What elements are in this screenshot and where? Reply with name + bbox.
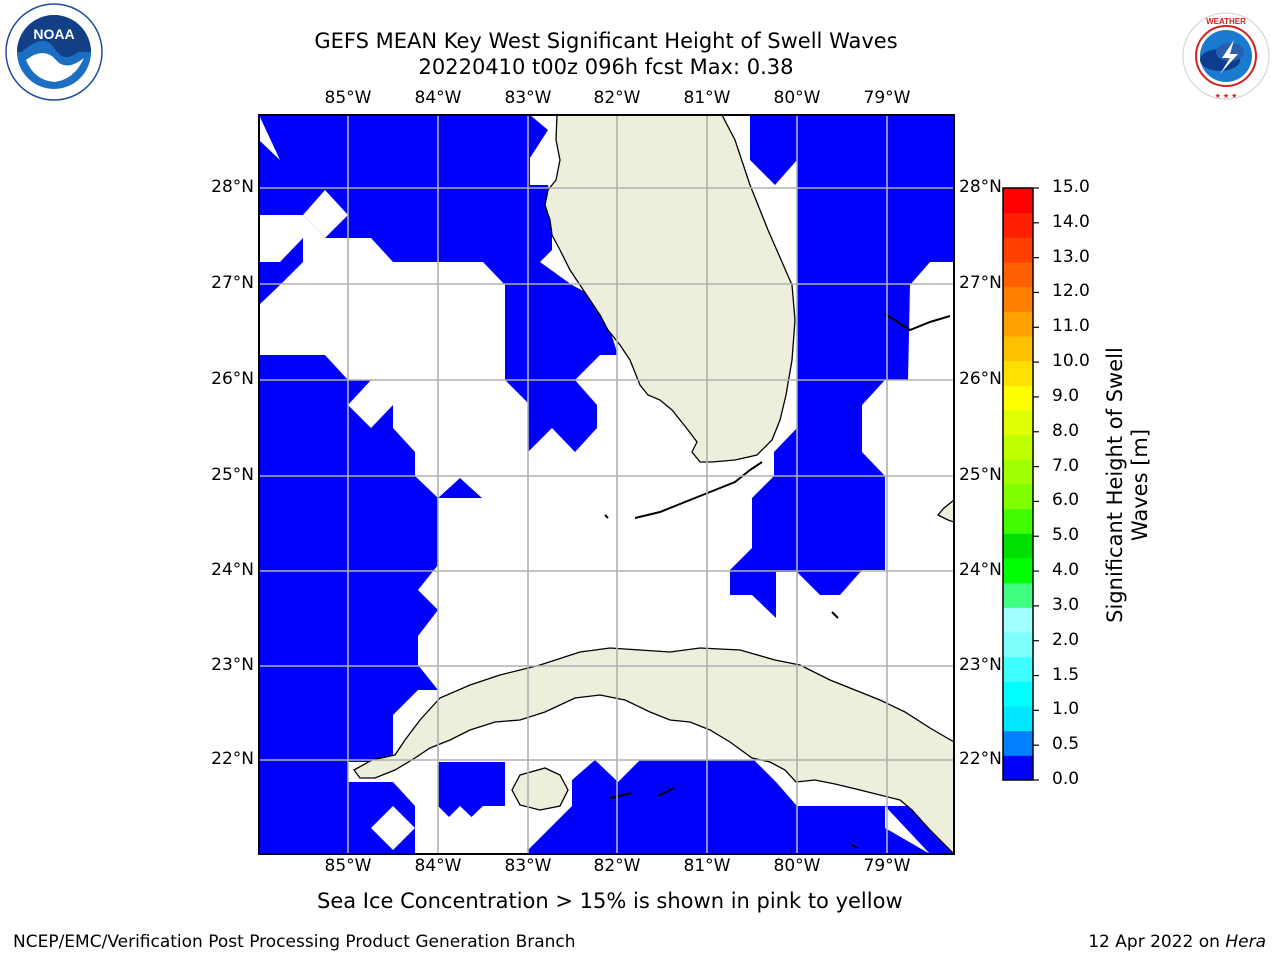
lat-tick-left: 26°N (211, 369, 254, 389)
colorbar (1003, 187, 1039, 781)
colorbar-segment (1003, 706, 1033, 732)
cuba-land (353, 647, 954, 854)
lon-tick-top: 79°W (863, 88, 911, 108)
lon-tick-top: 82°W (593, 88, 641, 108)
lat-tick-right: 26°N (959, 369, 1002, 389)
florida-land (544, 115, 796, 463)
lon-tick-top: 83°W (504, 88, 552, 108)
footer-branch: NCEP/EMC/Verification Post Processing Pr… (13, 932, 576, 952)
colorbar-segment (1003, 632, 1033, 658)
colorbar-tick-label: 12.0 (1052, 281, 1090, 302)
svg-text:NOAA: NOAA (33, 26, 74, 42)
colorbar-segment (1003, 286, 1033, 312)
colorbar-segment (1003, 656, 1033, 682)
lon-tick-bottom: 81°W (683, 856, 731, 876)
lat-tick-left: 24°N (211, 560, 254, 580)
colorbar-tick-label: 0.5 (1052, 734, 1080, 755)
colorbar-segment (1003, 681, 1033, 707)
footer-date-text: 12 Apr 2022 on (1088, 932, 1226, 952)
footer-date: 12 Apr 2022 on Hera (1088, 932, 1266, 952)
lon-tick-top: 84°W (414, 88, 462, 108)
colorbar-segment (1003, 755, 1033, 781)
colorbar-segment (1003, 582, 1033, 608)
lon-tick-bottom: 79°W (863, 856, 911, 876)
colorbar-tick-label: 11.0 (1052, 316, 1090, 337)
colorbar-tick-label: 4.0 (1052, 560, 1080, 581)
colorbar-tick-label: 7.0 (1052, 455, 1080, 476)
colorbar-segment (1003, 410, 1033, 436)
colorbar-segment (1003, 607, 1033, 633)
colorbar-tick-label: 1.5 (1052, 664, 1080, 685)
colorbar-segment (1003, 262, 1033, 288)
forecast-info: 20220410 t00z 096h fcst Max: 0.38 (418, 55, 794, 79)
lon-tick-bottom: 83°W (504, 856, 552, 876)
map-frame (258, 114, 955, 855)
lon-tick-bottom: 85°W (324, 856, 372, 876)
footer-host: Hera (1225, 932, 1266, 952)
lat-tick-left: 22°N (211, 749, 254, 769)
graticule (259, 115, 954, 854)
colorbar-segment (1003, 508, 1033, 534)
noaa-logo: NOAA (5, 3, 103, 101)
isle-of-youth (511, 767, 569, 811)
colorbar-tick-label: 8.0 (1052, 420, 1080, 441)
colorbar-segment (1003, 336, 1033, 362)
colorbar-segment (1003, 484, 1033, 510)
lat-tick-left: 28°N (211, 177, 254, 197)
colorbar-label: Significant Height of Swell Waves [m] (1103, 347, 1152, 623)
svg-text:★ ★ ★: ★ ★ ★ (1215, 92, 1238, 100)
lon-tick-bottom: 80°W (773, 856, 821, 876)
colorbar-segment (1003, 188, 1033, 214)
colorbar-tick-label: 15.0 (1052, 177, 1090, 197)
sea-ice-note: Sea Ice Concentration > 15% is shown in … (317, 889, 903, 913)
lon-tick-bottom: 84°W (414, 856, 462, 876)
colorbar-segment (1003, 558, 1033, 584)
lat-tick-right: 27°N (959, 273, 1002, 293)
colorbar-segment (1003, 237, 1033, 263)
lat-tick-right: 23°N (959, 655, 1002, 675)
colorbar-tick-label: 10.0 (1052, 351, 1090, 372)
colorbar-segment (1003, 360, 1033, 386)
lon-tick-top: 85°W (324, 88, 372, 108)
colorbar-tick-label: 1.0 (1052, 699, 1080, 720)
lat-tick-left: 27°N (211, 273, 254, 293)
lon-tick-top: 80°W (773, 88, 821, 108)
colorbar-segment (1003, 434, 1033, 460)
lat-tick-right: 22°N (959, 749, 1002, 769)
colorbar-segment (1003, 385, 1033, 411)
colorbar-segment (1003, 311, 1033, 337)
colorbar-tick-label: 6.0 (1052, 490, 1080, 511)
colorbar-segment (1003, 459, 1033, 485)
colorbar-tick-label: 2.0 (1052, 629, 1080, 650)
colorbar-tick-label: 14.0 (1052, 211, 1090, 232)
colorbar-segment (1003, 730, 1033, 756)
lat-tick-left: 23°N (211, 655, 254, 675)
colorbar-tick-label: 5.0 (1052, 525, 1080, 546)
lat-tick-right: 28°N (959, 177, 1002, 197)
colorbar-tick-label: 13.0 (1052, 246, 1090, 267)
national-weather-service-logo: WEATHER ★ ★ ★ (1182, 12, 1270, 100)
svg-text:WEATHER: WEATHER (1206, 17, 1246, 26)
colorbar-segment (1003, 533, 1033, 559)
lon-tick-top: 81°W (683, 88, 731, 108)
map-title: GEFS MEAN Key West Significant Height of… (314, 29, 898, 53)
colorbar-tick-label: 3.0 (1052, 594, 1080, 615)
lat-tick-left: 25°N (211, 465, 254, 485)
lon-tick-bottom: 82°W (593, 856, 641, 876)
colorbar-tick-label: 9.0 (1052, 385, 1080, 406)
lat-tick-right: 25°N (959, 465, 1002, 485)
colorbar-tick-label: 0.0 (1052, 769, 1080, 789)
colorbar-segment (1003, 212, 1033, 238)
lat-tick-right: 24°N (959, 560, 1002, 580)
